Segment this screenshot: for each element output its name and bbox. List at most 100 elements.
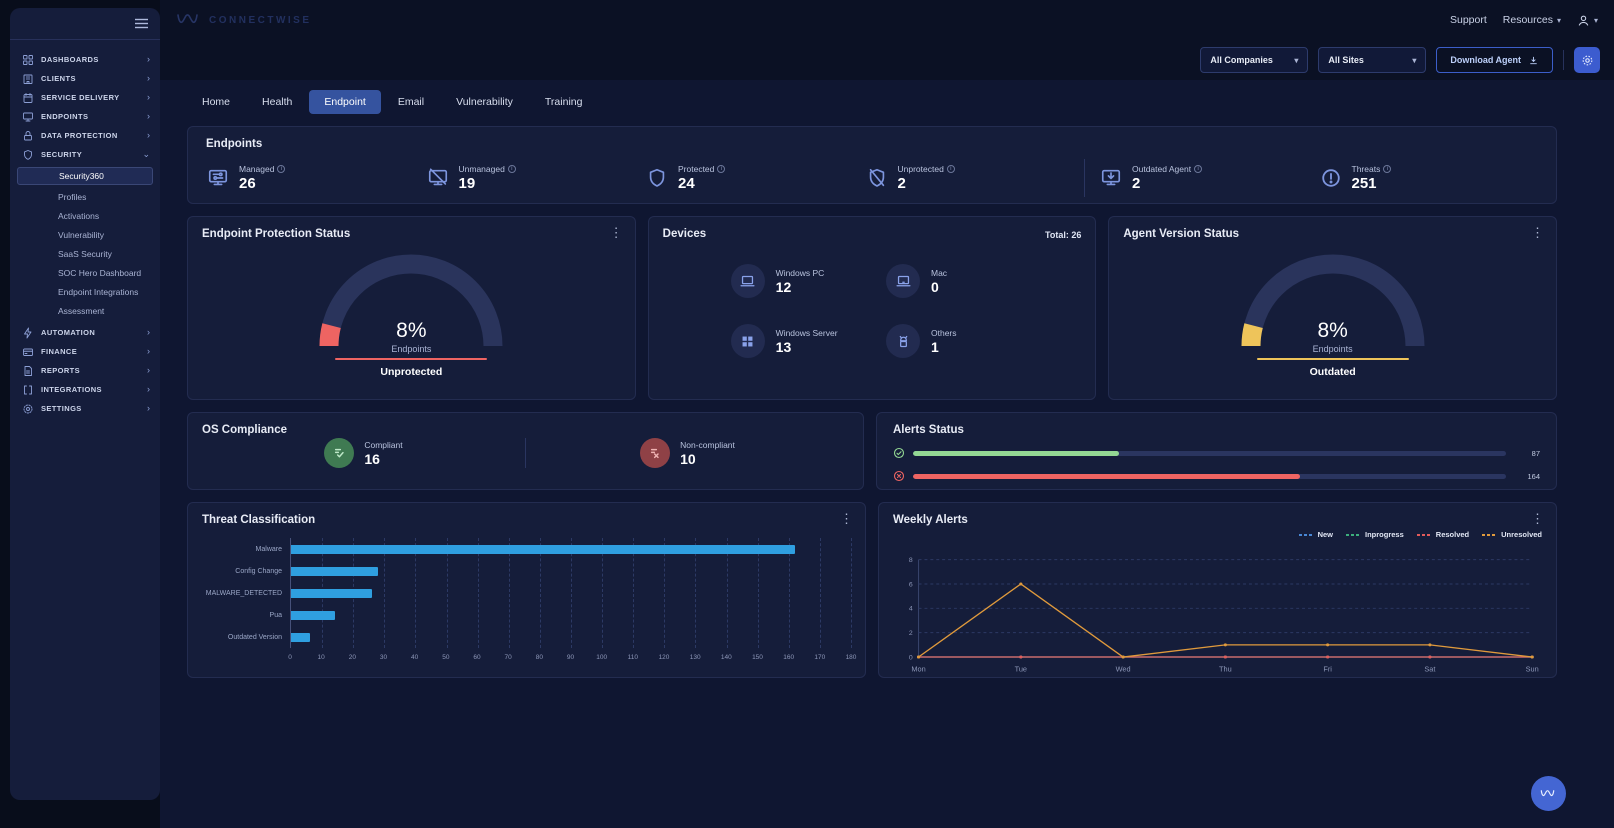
- resources-menu[interactable]: Resources ▾: [1503, 14, 1561, 26]
- user-menu[interactable]: ▾: [1577, 14, 1598, 27]
- chevron-down-icon: ⌄: [142, 149, 150, 159]
- threat-bar: [291, 544, 795, 554]
- sidebar-subitem-activations[interactable]: Activations: [58, 210, 100, 221]
- info-icon[interactable]: i: [277, 165, 286, 173]
- sidebar-item-endpoints[interactable]: ENDPOINTS ›: [10, 107, 160, 126]
- info-icon[interactable]: i: [1194, 165, 1203, 173]
- sidebar-subitem-profiles[interactable]: Profiles: [58, 191, 87, 202]
- gridline: [726, 538, 728, 648]
- endpoint-stat-threats: Threats i 251: [1319, 164, 1539, 192]
- gridline: [757, 538, 759, 648]
- companies-select[interactable]: All Companies ▾: [1200, 47, 1309, 73]
- stat-value: 26: [239, 175, 256, 192]
- sidebar-item-data-protection[interactable]: DATA PROTECTION ›: [10, 126, 160, 145]
- info-icon[interactable]: i: [717, 165, 726, 173]
- integrations-icon: [22, 384, 34, 396]
- tab-endpoint[interactable]: Endpoint: [309, 90, 381, 114]
- sidebar-subitem-saas-security[interactable]: SaaS Security: [58, 248, 112, 259]
- sidebar-item-label: DASHBOARDS: [41, 55, 99, 64]
- sidebar-item-automation[interactable]: AUTOMATION ›: [10, 323, 160, 342]
- clients-icon: [22, 73, 34, 85]
- sidebar-item-security[interactable]: SECURITY ⌄: [10, 145, 160, 164]
- sidebar-collapse-icon[interactable]: [135, 18, 148, 29]
- settings-gear-button[interactable]: [1574, 47, 1600, 73]
- tab-health[interactable]: Health: [262, 96, 293, 108]
- stat-label: Threats i: [1352, 164, 1392, 174]
- info-icon[interactable]: i: [946, 165, 955, 173]
- settings-icon: [22, 403, 34, 415]
- sites-select[interactable]: All Sites ▾: [1318, 47, 1427, 73]
- tab-home[interactable]: Home: [202, 96, 231, 108]
- support-link[interactable]: Support: [1449, 14, 1487, 26]
- sidebar-item-dashboards[interactable]: DASHBOARDS ›: [10, 50, 160, 69]
- stat-value: 19: [458, 175, 476, 192]
- reports-icon: [22, 365, 34, 377]
- x-axis-tick: 60: [473, 654, 481, 661]
- windows-server-icon: [739, 333, 756, 350]
- sidebar-subitem-security360[interactable]: Security360: [17, 167, 153, 185]
- sidebar-subitem-endpoint-integrations[interactable]: Endpoint Integrations: [58, 286, 139, 297]
- x-axis-tick: 30: [379, 654, 388, 661]
- connectwise-assistant-fab[interactable]: [1531, 776, 1566, 811]
- x-axis-tick: 70: [504, 654, 512, 661]
- chevron-right-icon: ›: [147, 346, 150, 356]
- gridline: [539, 538, 541, 648]
- alert-bar-track: [913, 450, 1506, 456]
- tab-vulnerability[interactable]: Vulnerability: [456, 96, 513, 108]
- sidebar-subitem-assessment[interactable]: Assessment: [58, 305, 105, 316]
- stat-label: Protected i: [678, 164, 726, 174]
- agent-gauge: 8% Endpoints Outdated: [1228, 246, 1438, 378]
- kebab-menu-icon[interactable]: ⋮: [609, 225, 623, 240]
- download-agent-button[interactable]: Download Agent: [1436, 47, 1553, 73]
- agent-percent: 8%: [1317, 319, 1348, 342]
- info-icon[interactable]: i: [1383, 165, 1392, 173]
- weekly-alerts-chart: 0 2 4 6 8 Mon Tue Wed Thu Fri Sat Sun: [909, 557, 1539, 673]
- legend-item-resolved[interactable]: Resolved: [1416, 530, 1469, 539]
- chevron-right-icon: ›: [147, 384, 150, 394]
- svg-text:4: 4: [909, 606, 913, 613]
- threat-gridlines: [291, 538, 852, 648]
- tab-training[interactable]: Training: [544, 96, 583, 108]
- legend-item-unresolved[interactable]: Unresolved: [1482, 530, 1542, 539]
- gridline: [508, 538, 510, 648]
- service-delivery-icon: [22, 92, 34, 104]
- sidebar-item-integrations[interactable]: INTEGRATIONS ›: [10, 380, 160, 399]
- brand-name: CONNECTWISE: [209, 14, 312, 26]
- tab-email[interactable]: Email: [397, 96, 425, 108]
- alerts-status-bars: 87 164: [893, 447, 1540, 482]
- endpoints-summary-card: Endpoints Managed i 26 Unmanaged i 19 Protec…: [187, 126, 1557, 204]
- protection-center-label: Endpoints: [391, 344, 432, 354]
- sidebar-subitem-soc-hero-dashboard[interactable]: SOC Hero Dashboard: [58, 267, 142, 278]
- device-value: 0: [931, 278, 939, 295]
- sidebar-item-clients[interactable]: CLIENTS ›: [10, 69, 160, 88]
- sidebar-item-finance[interactable]: FINANCE ›: [10, 342, 160, 361]
- sidebar-security-submenu: Security360 Profiles Activations Vulnerabil…: [10, 164, 160, 323]
- legend-item-new[interactable]: New: [1298, 530, 1333, 539]
- agent-gauge-arc: [1233, 246, 1433, 355]
- sidebar-item-service-delivery[interactable]: SERVICE DELIVERY ›: [10, 88, 160, 107]
- chevron-right-icon: ›: [147, 130, 150, 140]
- alert-bar-fill: [913, 473, 1301, 479]
- alert-bar-value: 87: [1531, 448, 1540, 458]
- outdated-agent-icon: [1099, 167, 1123, 189]
- sidebar-item-reports[interactable]: REPORTS ›: [10, 361, 160, 380]
- x-axis-tick: 110: [627, 654, 639, 661]
- kebab-menu-icon[interactable]: ⋮: [840, 511, 853, 526]
- dashboard-tabs: Home Health Endpoint Email Vulnerability Trai…: [187, 90, 1614, 114]
- x-axis-tick: 160: [783, 654, 795, 661]
- managed-endpoint-icon: [206, 167, 230, 189]
- stat-value: 2: [897, 175, 906, 192]
- mac-icon: [895, 273, 912, 290]
- download-icon: [1530, 56, 1537, 64]
- unresolved-cross-icon: [893, 470, 905, 482]
- kebab-menu-icon[interactable]: ⋮: [1531, 225, 1545, 240]
- sidebar-item-settings[interactable]: SETTINGS ›: [10, 399, 160, 418]
- threat-category-label: Outdated Version: [227, 633, 282, 641]
- alerts-status-title: Alerts Status: [893, 424, 964, 436]
- devices-total: Total: 26: [1045, 230, 1082, 240]
- kebab-menu-icon[interactable]: ⋮: [1531, 511, 1544, 526]
- info-icon[interactable]: i: [507, 165, 516, 173]
- legend-item-inprogress[interactable]: Inprogress: [1346, 530, 1404, 539]
- chevron-right-icon: ›: [147, 73, 150, 83]
- sidebar-subitem-vulnerability[interactable]: Vulnerability: [58, 229, 104, 240]
